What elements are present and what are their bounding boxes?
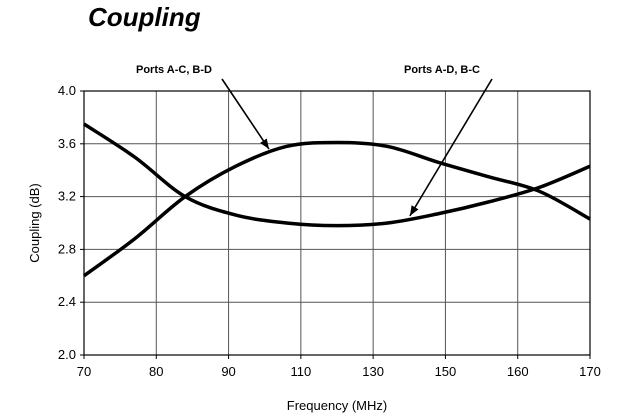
y-tick-label: 3.6: [58, 136, 76, 151]
series-line-0: [82, 140, 591, 278]
annotations: Ports A-C, B-D Ports A-D, B-C: [136, 64, 493, 217]
grid-lines: [84, 91, 590, 355]
x-axis-ticks: 70 80 90 110 130 150 160 170: [77, 355, 601, 379]
annotation-arrowhead: [409, 205, 419, 216]
data-series: [82, 122, 591, 278]
x-tick-label: 170: [579, 364, 601, 379]
x-axis-label: Frequency (MHz): [287, 398, 387, 413]
y-tick-label: 4.0: [58, 83, 76, 98]
x-tick-label: 110: [290, 364, 311, 379]
y-tick-label: 2.4: [58, 294, 76, 309]
y-axis-ticks: 2.0 2.4 2.8 3.2 3.6 4.0: [58, 83, 84, 362]
y-tick-label: 2.8: [58, 241, 76, 256]
x-tick-label: 150: [435, 364, 457, 379]
chart-title: Coupling: [88, 2, 201, 32]
series-line-1: [83, 122, 591, 228]
plot-frame: [83, 90, 591, 356]
y-tick-label: 2.0: [58, 347, 76, 362]
x-tick-label: 80: [149, 364, 163, 379]
annotation-label: Ports A-C, B-D: [136, 64, 212, 76]
annotation-arrow: [409, 78, 493, 217]
y-tick-label: 3.2: [58, 189, 76, 204]
x-tick-label: 130: [362, 364, 384, 379]
annotation-arrow: [221, 78, 270, 150]
annotation-arrowhead: [260, 138, 269, 150]
x-tick-label: 90: [221, 364, 235, 379]
x-tick-label: 70: [77, 364, 91, 379]
y-axis-label: Coupling (dB): [27, 183, 42, 263]
annotation-label: Ports A-D, B-C: [404, 64, 480, 76]
x-tick-label: 160: [507, 364, 529, 379]
